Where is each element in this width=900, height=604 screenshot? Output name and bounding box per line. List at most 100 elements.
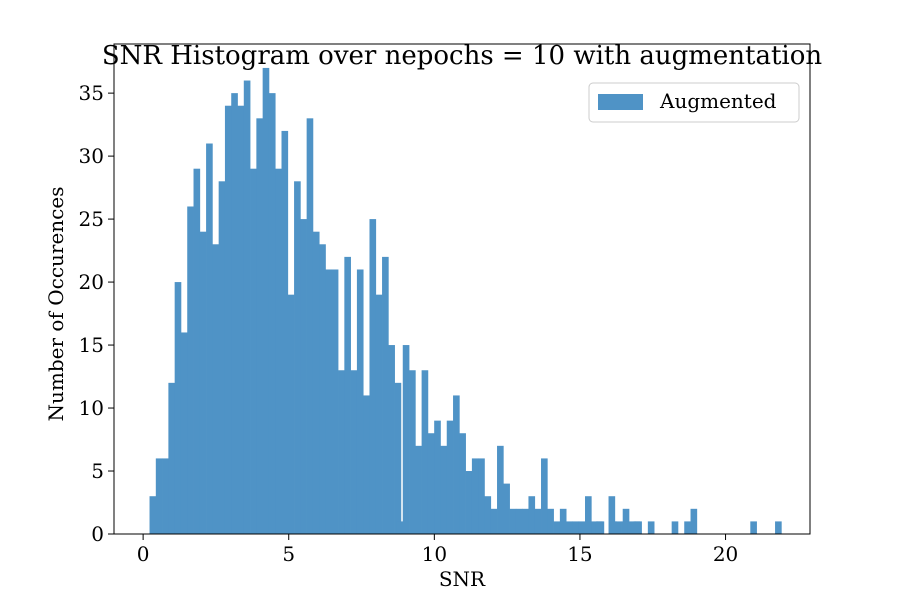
histogram-bar <box>168 382 176 534</box>
histogram-bar <box>344 256 351 534</box>
histogram-bar <box>231 93 238 534</box>
histogram-bar <box>319 244 326 534</box>
histogram-bar <box>497 445 504 534</box>
histogram-bar <box>275 168 282 534</box>
histogram-bar <box>509 508 517 534</box>
histogram-bar <box>325 269 333 534</box>
histogram-bar <box>262 67 270 535</box>
histogram-bar <box>629 521 636 534</box>
histogram-bar <box>621 521 628 534</box>
histogram-bar <box>243 80 251 534</box>
histogram-bar <box>218 181 226 535</box>
x-tick-label: 0 <box>137 542 150 566</box>
x-tick-label: 5 <box>282 542 295 566</box>
histogram-bar <box>388 345 395 534</box>
histogram-bar <box>547 508 554 534</box>
histogram-bar <box>206 143 213 534</box>
x-tick-label: 15 <box>567 542 592 566</box>
histogram-bar <box>199 231 207 534</box>
axes-layer: 0 5 10 15 20 0 5 10 15 20 25 30 35 <box>79 43 811 566</box>
histogram-bar <box>647 521 655 534</box>
histogram-bar <box>187 206 194 535</box>
legend-frame <box>588 82 800 123</box>
histogram-bar <box>440 445 448 534</box>
histogram-bar <box>421 370 429 534</box>
histogram-bar <box>522 508 529 534</box>
y-tick-label: 30 <box>79 144 104 168</box>
histogram-bar <box>338 370 345 534</box>
histogram-bar <box>446 420 454 534</box>
histogram-bar <box>356 269 364 534</box>
histogram-bar <box>690 508 698 534</box>
histogram-bar <box>528 496 536 534</box>
histogram-bar <box>595 521 603 534</box>
histogram-bar <box>180 332 188 534</box>
histogram-bar <box>409 370 416 534</box>
histogram-bar <box>162 458 169 534</box>
bars-layer <box>149 67 782 535</box>
chart-title: SNR Histogram over nepochs = 10 with aug… <box>102 41 823 71</box>
histogram-bar <box>287 294 295 534</box>
y-tick-label: 0 <box>91 522 104 546</box>
plot-frame <box>113 43 811 535</box>
histogram-bar <box>471 458 479 534</box>
histogram-bar <box>684 521 691 534</box>
histogram-bar <box>375 294 383 534</box>
legend-swatch <box>598 94 643 110</box>
histogram-bar <box>775 521 782 534</box>
y-tick-label: 15 <box>79 333 104 357</box>
histogram-bar <box>237 105 245 534</box>
histogram-bar <box>306 118 314 534</box>
x-axis-label: SNR <box>439 567 486 591</box>
histogram-bar <box>591 521 598 534</box>
histogram-bar <box>155 458 163 534</box>
histogram-bar <box>281 130 289 535</box>
histogram-bar <box>465 471 473 534</box>
histogram-bar <box>250 168 257 534</box>
y-tick-label: 25 <box>79 207 104 231</box>
histogram-bar <box>633 521 641 534</box>
histogram-bar <box>402 345 410 534</box>
histogram-bar <box>363 395 370 534</box>
histogram-bar <box>490 508 498 534</box>
histogram-bar <box>515 508 523 534</box>
histogram-bar <box>578 521 586 534</box>
histogram-bar <box>484 496 492 534</box>
histogram-bar <box>453 395 460 534</box>
histogram-bar <box>427 433 435 534</box>
y-tick-label: 10 <box>79 396 104 420</box>
histogram-bar <box>750 521 757 534</box>
histogram-bar <box>614 521 622 534</box>
histogram-bar <box>541 458 548 534</box>
histogram-bar <box>193 168 201 534</box>
histogram-bar <box>174 282 182 534</box>
histogram-bar <box>149 496 157 534</box>
histogram-bar <box>608 496 616 534</box>
histogram-bar <box>585 496 592 534</box>
histogram-bar <box>350 370 358 534</box>
legend-label: Augmented <box>659 89 777 113</box>
histogram-bar <box>369 219 377 534</box>
y-tick-label: 20 <box>79 270 104 294</box>
histogram-bar <box>566 521 573 534</box>
histogram-bar <box>294 181 301 535</box>
histogram-bar <box>256 118 263 534</box>
legend: Augmented <box>588 82 800 123</box>
histogram-bar <box>559 508 567 534</box>
histogram-bar <box>224 105 232 534</box>
histogram-bar <box>331 269 339 534</box>
histogram-bar <box>503 483 510 534</box>
histogram-bar <box>459 433 466 534</box>
histogram-bar <box>312 231 320 534</box>
histogram-bar <box>396 521 404 534</box>
histogram-bar <box>534 508 542 534</box>
histogram-bar <box>553 521 561 534</box>
histogram-bar <box>212 244 219 534</box>
x-tick-label: 20 <box>713 542 738 566</box>
histogram-bar <box>394 382 402 534</box>
histogram-bar <box>572 521 580 534</box>
histogram-bar <box>415 445 422 534</box>
histogram-bar <box>300 219 307 534</box>
y-axis-label: Number of Occurences <box>44 187 68 422</box>
